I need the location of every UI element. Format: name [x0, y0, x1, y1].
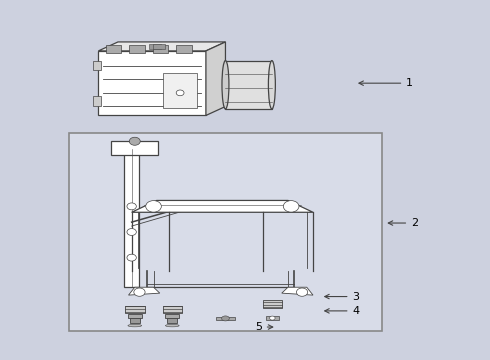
- Bar: [149, 44, 161, 49]
- Ellipse shape: [221, 316, 229, 321]
- Circle shape: [283, 201, 299, 212]
- Bar: [125, 306, 145, 313]
- Bar: [266, 316, 279, 320]
- Circle shape: [134, 288, 145, 296]
- Bar: [124, 149, 140, 287]
- Bar: [153, 45, 168, 53]
- Circle shape: [127, 203, 136, 210]
- Circle shape: [270, 316, 275, 320]
- Circle shape: [176, 90, 184, 96]
- Bar: [69, 134, 382, 330]
- Circle shape: [146, 201, 161, 212]
- Bar: [166, 314, 179, 318]
- Polygon shape: [282, 287, 313, 295]
- Bar: [129, 45, 145, 53]
- Ellipse shape: [269, 60, 275, 109]
- Bar: [93, 60, 101, 70]
- Bar: [168, 319, 177, 323]
- Polygon shape: [128, 287, 160, 295]
- Bar: [163, 306, 182, 313]
- Bar: [263, 301, 282, 309]
- Circle shape: [129, 137, 140, 145]
- Polygon shape: [206, 42, 225, 116]
- Polygon shape: [98, 42, 225, 51]
- Bar: [98, 51, 206, 116]
- Bar: [106, 45, 122, 53]
- Text: 3: 3: [325, 292, 360, 302]
- Text: 1: 1: [359, 78, 413, 88]
- Bar: [93, 96, 101, 106]
- Bar: [216, 317, 235, 320]
- Bar: [153, 44, 165, 49]
- Bar: [225, 60, 272, 109]
- Circle shape: [296, 288, 308, 296]
- Polygon shape: [132, 201, 313, 212]
- Bar: [176, 45, 192, 53]
- Ellipse shape: [166, 324, 179, 327]
- Circle shape: [127, 229, 136, 235]
- Bar: [163, 73, 197, 108]
- Text: 5: 5: [255, 322, 273, 332]
- Text: 4: 4: [325, 306, 360, 316]
- Ellipse shape: [222, 60, 229, 109]
- Bar: [111, 141, 158, 155]
- Circle shape: [127, 254, 136, 261]
- Ellipse shape: [128, 324, 142, 327]
- Text: 2: 2: [388, 218, 418, 228]
- Bar: [128, 314, 142, 318]
- Bar: [130, 319, 140, 323]
